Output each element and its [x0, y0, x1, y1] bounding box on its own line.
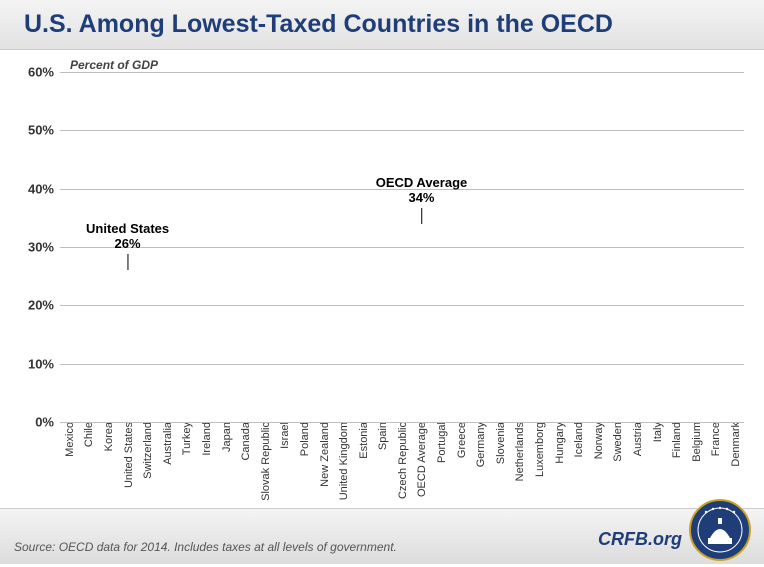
- x-tick-label: Belgium: [689, 422, 703, 462]
- x-tick-label: Poland: [297, 422, 311, 456]
- y-tick-label: 60%: [28, 65, 54, 80]
- x-tick-label: Netherlands: [512, 422, 526, 481]
- x-tick-label: New Zealand: [317, 422, 331, 487]
- x-tick-label: France: [708, 422, 722, 456]
- x-tick-label: Austria: [630, 422, 644, 456]
- x-tick-label: Australia: [160, 422, 174, 465]
- y-tick-label: 50%: [28, 123, 54, 138]
- x-tick-label: Japan: [219, 422, 233, 452]
- title-bar: U.S. Among Lowest-Taxed Countries in the…: [0, 0, 764, 50]
- x-tick-label: Spain: [375, 422, 389, 450]
- logo-icon: [688, 498, 752, 562]
- callout-label: United States: [86, 222, 169, 237]
- x-tick-label: Portugal: [434, 422, 448, 463]
- x-tick-label: Luxemborg: [532, 422, 546, 477]
- y-tick-label: 0%: [35, 415, 54, 430]
- x-tick-label: Hungary: [552, 422, 566, 464]
- page-title: U.S. Among Lowest-Taxed Countries in the…: [24, 10, 613, 39]
- callout-leader-line: [128, 254, 129, 270]
- x-tick-label: Iceland: [571, 422, 585, 457]
- y-axis-label: Percent of GDP: [70, 58, 158, 72]
- x-tick-label: Turkey: [179, 422, 193, 455]
- x-tick-label: Chile: [81, 422, 95, 447]
- x-tick-label: Estonia: [356, 422, 370, 459]
- y-tick-label: 30%: [28, 240, 54, 255]
- gridline: [60, 364, 744, 365]
- x-tick-label: Switzerland: [140, 422, 154, 479]
- x-tick-label: Greece: [454, 422, 468, 458]
- chart-area: Percent of GDP MexicoChileKoreaUnited St…: [0, 50, 764, 508]
- x-tick-label: Finland: [669, 422, 683, 458]
- x-tick-label: Mexico: [62, 422, 76, 457]
- x-tick-label: Korea: [101, 422, 115, 451]
- x-tick-label: Slovenia: [493, 422, 507, 464]
- callout: OECD Average34%: [376, 176, 468, 206]
- x-tick-label: Israel: [277, 422, 291, 449]
- y-tick-label: 40%: [28, 181, 54, 196]
- x-tick-label: Canada: [238, 422, 252, 461]
- gridline: [60, 305, 744, 306]
- x-tick-label: Sweden: [610, 422, 624, 462]
- x-tick-label: Czech Republic: [395, 422, 409, 499]
- callout-label: OECD Average: [376, 176, 468, 191]
- callout-value: 34%: [376, 191, 468, 206]
- x-tick-label: Norway: [591, 422, 605, 459]
- page: U.S. Among Lowest-Taxed Countries in the…: [0, 0, 764, 564]
- gridline: [60, 72, 744, 73]
- y-tick-label: 10%: [28, 356, 54, 371]
- x-tick-label: Italy: [650, 422, 664, 442]
- brand-text: CRFB.org: [598, 529, 682, 550]
- footer: Source: OECD data for 2014. Includes tax…: [0, 508, 764, 564]
- gridline: [60, 422, 744, 423]
- x-tick-label: Slovak Republic: [258, 422, 272, 501]
- x-tick-label: Denmark: [728, 422, 742, 467]
- callout-leader-line: [421, 208, 422, 224]
- callout: United States26%: [86, 222, 169, 252]
- source-text: Source: OECD data for 2014. Includes tax…: [14, 540, 397, 554]
- callout-value: 26%: [86, 237, 169, 252]
- x-tick-label: Germany: [473, 422, 487, 467]
- gridline: [60, 130, 744, 131]
- x-tick-label: OECD Average: [414, 422, 428, 497]
- y-tick-label: 20%: [28, 298, 54, 313]
- plot: MexicoChileKoreaUnited StatesSwitzerland…: [60, 72, 744, 422]
- x-tick-label: United States: [121, 422, 135, 488]
- x-tick-label: Ireland: [199, 422, 213, 456]
- x-tick-label: United Kingdom: [336, 422, 350, 500]
